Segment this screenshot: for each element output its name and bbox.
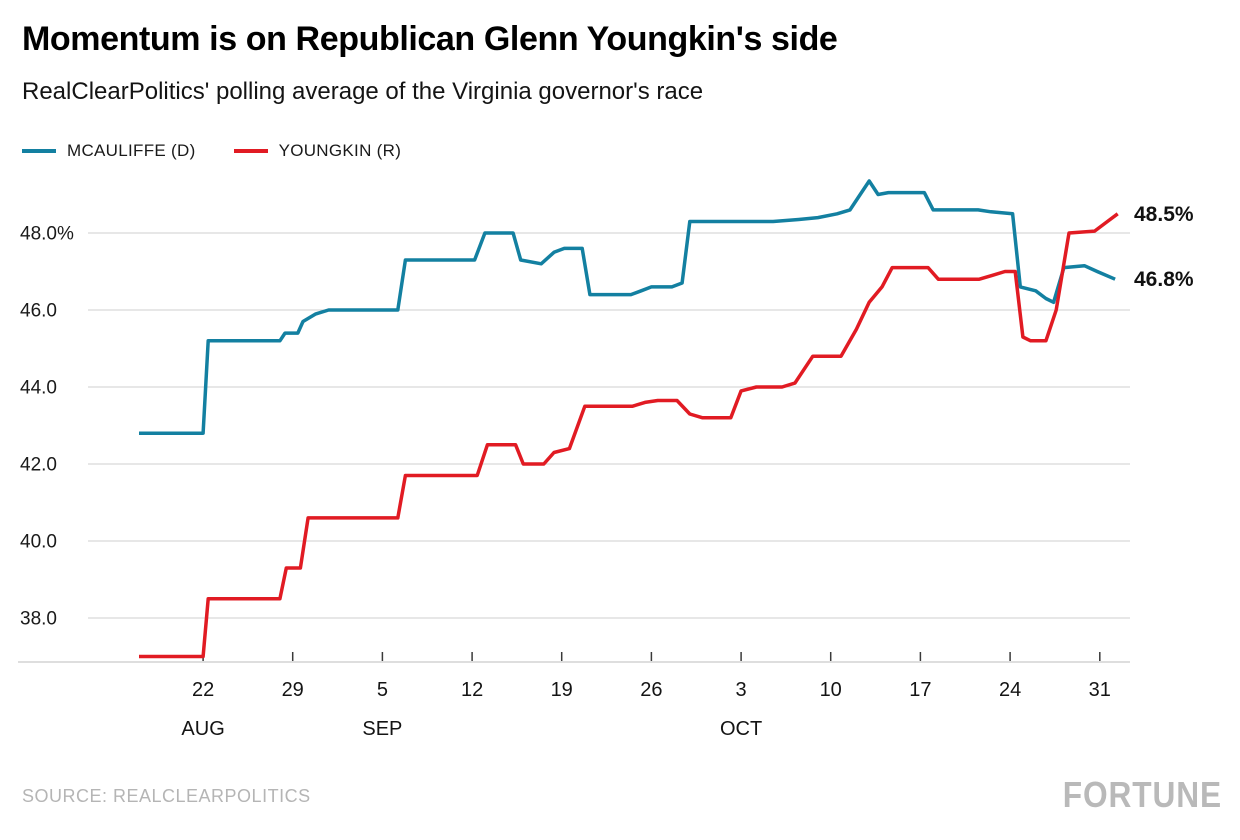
- series-line-youngkin-r: [139, 212, 1119, 659]
- youngkin-line-swatch: [233, 149, 268, 153]
- line-chart: 48.0% 46.0 44.0 42.0 40.0 38.0 22 29 5 12 19 26 3 10 1…: [18, 179, 1194, 740]
- month-label: AUG: [181, 718, 224, 740]
- series-line-mcauliffe-d: [139, 179, 1116, 435]
- y-axis-label: 42.0: [20, 455, 57, 476]
- x-axis-label: 5: [377, 679, 388, 701]
- end-value-label-youngkin-r: 48.5%: [1134, 203, 1194, 226]
- fortune-logo: FORTUNE: [1062, 774, 1222, 815]
- x-axis-label: 12: [461, 679, 483, 701]
- legend-label-mcauliffe: MCAULIFFE (D): [67, 141, 196, 160]
- x-axis-label: 26: [640, 679, 662, 701]
- source-credit: SOURCE: REALCLEARPOLITICS: [22, 786, 311, 806]
- end-value-label-mcauliffe-d: 46.8%: [1134, 268, 1194, 291]
- x-axis-label: 22: [192, 679, 214, 701]
- y-axis-label: 46.0: [20, 301, 57, 322]
- x-axis-label: 17: [909, 679, 931, 701]
- chart-subtitle: RealClearPolitics' polling average of th…: [22, 78, 704, 105]
- y-axis-label: 38.0: [20, 609, 57, 630]
- month-label: SEP: [362, 718, 402, 740]
- x-axis-label: 19: [551, 679, 573, 701]
- x-axis-label: 10: [820, 679, 842, 701]
- x-axis-label: 31: [1089, 679, 1111, 701]
- chart-title: Momentum is on Republican Glenn Youngkin…: [22, 20, 838, 58]
- x-axis-label: 3: [736, 679, 747, 701]
- y-axis-label: 40.0: [20, 532, 57, 553]
- mcauliffe-line-swatch: [22, 149, 56, 153]
- legend-item-mcauliffe: MCAULIFFE (D): [22, 141, 196, 161]
- legend-item-youngkin: YOUNGKIN (R): [233, 141, 402, 161]
- y-axis-label: 44.0: [20, 378, 57, 399]
- month-label: OCT: [720, 718, 762, 740]
- x-axis-label: 24: [999, 679, 1021, 701]
- legend: MCAULIFFE (D) YOUNGKIN (R): [22, 141, 401, 161]
- x-axis-label: 29: [282, 679, 304, 701]
- y-axis-label: 48.0%: [20, 224, 74, 245]
- legend-label-youngkin: YOUNGKIN (R): [278, 141, 402, 160]
